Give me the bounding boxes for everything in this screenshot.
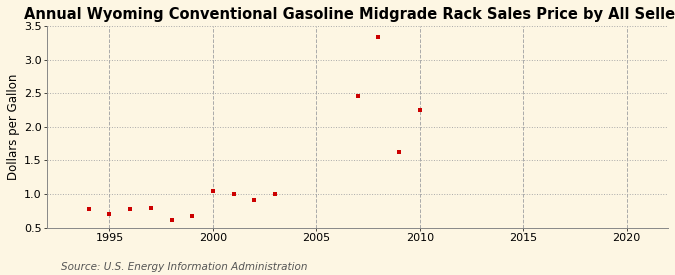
Y-axis label: Dollars per Gallon: Dollars per Gallon	[7, 74, 20, 180]
Point	[269, 192, 280, 196]
Text: Source: U.S. Energy Information Administration: Source: U.S. Energy Information Administ…	[61, 262, 307, 272]
Point	[394, 150, 404, 155]
Point	[104, 212, 115, 216]
Point	[249, 198, 260, 202]
Point	[166, 218, 177, 222]
Point	[352, 94, 363, 98]
Point	[125, 207, 136, 211]
Point	[84, 207, 95, 211]
Point	[414, 108, 425, 112]
Point	[228, 192, 239, 196]
Point	[145, 205, 156, 210]
Point	[187, 214, 198, 219]
Point	[373, 35, 384, 40]
Point	[207, 189, 218, 193]
Title: Annual Wyoming Conventional Gasoline Midgrade Rack Sales Price by All Sellers: Annual Wyoming Conventional Gasoline Mid…	[24, 7, 675, 22]
